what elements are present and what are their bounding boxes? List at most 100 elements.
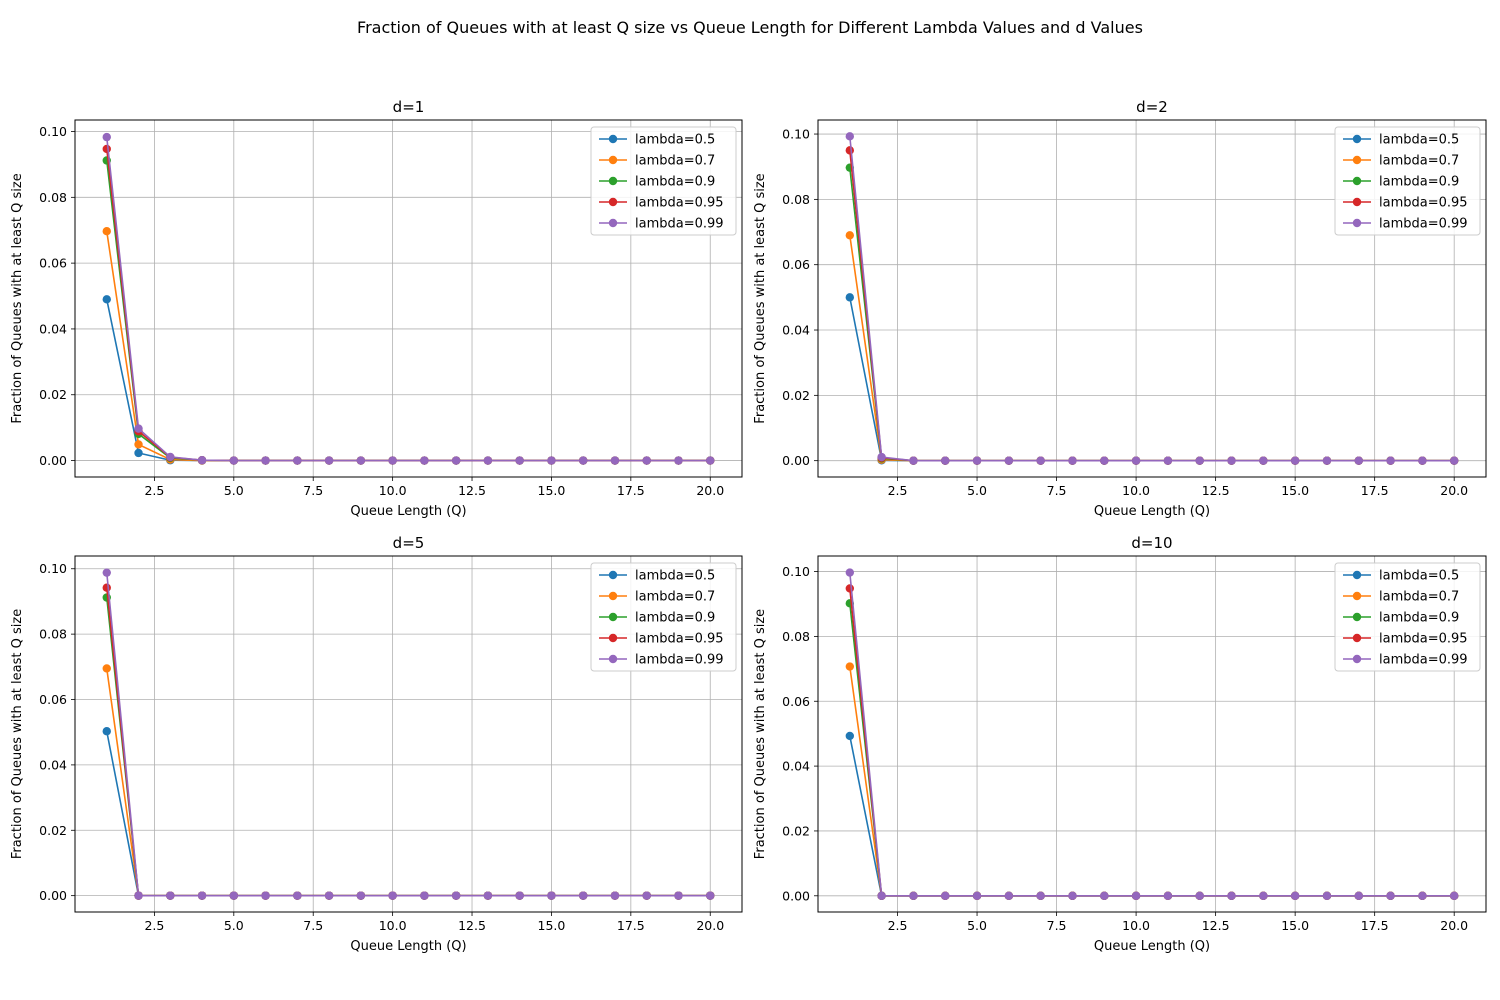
x-tick-label: 12.5 (1202, 918, 1230, 933)
y-tick-label: 0.04 (782, 759, 810, 774)
data-point (1418, 456, 1427, 465)
y-tick-label: 0.06 (39, 256, 67, 271)
y-tick-label: 0.02 (782, 388, 810, 403)
data-point (1259, 891, 1268, 900)
axes-frame (817, 119, 1487, 478)
legend-marker (608, 570, 618, 580)
data-point (845, 231, 855, 240)
legend-marker (1352, 155, 1362, 165)
data-point (293, 456, 302, 465)
data-point (972, 891, 982, 900)
data-point (877, 452, 886, 462)
data-point (1068, 891, 1077, 900)
x-axis-label: Queue Length (Q) (350, 504, 466, 519)
x-tick-label: 12.5 (458, 483, 486, 498)
legend-entry: lambda=0.99 (1379, 217, 1468, 232)
subplot-1: 2.5 5.0 7.5 10.0 12.5 15.0 17.5 20.0 0.00 0.02 0.0… (10, 98, 743, 519)
data-point (1036, 456, 1045, 465)
data-point (102, 583, 111, 592)
legend-entry: lambda=0.5 (635, 569, 715, 584)
data-point (1195, 891, 1204, 900)
legend-entry: lambda=0.95 (1379, 196, 1468, 211)
data-point (515, 891, 524, 900)
data-point (229, 891, 239, 900)
series-line-5 (849, 136, 1455, 462)
legend-marker (1352, 176, 1362, 186)
subplot-title: d=2 (1136, 98, 1168, 116)
y-tick-label: 0.02 (782, 823, 810, 838)
data-point (102, 144, 111, 154)
y-tick-label: 0.00 (39, 453, 67, 468)
data-point (1418, 891, 1427, 900)
y-tick-label: 0.10 (39, 124, 67, 139)
y-tick-label: 0.04 (39, 757, 67, 772)
x-tick-label: 17.5 (1361, 483, 1389, 498)
data-point (642, 456, 651, 465)
data-point (166, 452, 175, 462)
subplot-2: 2.5 5.0 7.5 10.0 12.5 15.0 17.5 20.0 0.00 0.02 0.0… (753, 98, 1487, 519)
data-point (166, 891, 175, 900)
axes-frame (74, 119, 743, 478)
x-tick-label: 12.5 (458, 918, 486, 933)
legend-marker (1352, 197, 1362, 207)
data-point (547, 456, 556, 465)
subplot-4: 2.5 5.0 7.5 10.0 12.5 15.0 17.5 20.0 0.00 0.02 0.0… (753, 534, 1487, 954)
legend-box (1334, 562, 1481, 672)
data-point (102, 227, 111, 236)
legend-entry: lambda=0.5 (1379, 133, 1459, 148)
data-point (706, 456, 715, 465)
data-point (134, 448, 143, 458)
legend-entry: lambda=0.5 (635, 133, 715, 148)
data-point (1100, 891, 1109, 900)
data-point (1386, 456, 1395, 465)
legend-entry: lambda=0.95 (635, 196, 724, 211)
data-point (1004, 456, 1014, 465)
data-point (845, 662, 855, 671)
data-point (261, 456, 270, 465)
data-point (197, 891, 207, 900)
x-tick-label: 17.5 (1361, 918, 1389, 933)
legend-box (1334, 126, 1481, 236)
subplot-title: d=10 (1131, 534, 1172, 552)
legend-marker (608, 633, 618, 643)
legend-marker (1352, 654, 1362, 664)
data-point (1195, 456, 1204, 465)
legend-entry: lambda=0.95 (1379, 632, 1468, 647)
data-point (1290, 456, 1300, 465)
data-point (229, 456, 239, 465)
data-point (1131, 891, 1141, 900)
legend-marker (1352, 612, 1362, 622)
legend-entry: lambda=0.9 (635, 611, 715, 626)
y-tick-label: 0.02 (39, 823, 67, 838)
data-point (1290, 891, 1300, 900)
legend-marker (1352, 591, 1362, 601)
data-point (102, 295, 111, 304)
y-tick-label: 0.10 (782, 127, 810, 142)
x-tick-label: 5.0 (224, 918, 244, 933)
data-point (909, 891, 918, 900)
y-tick-label: 0.08 (39, 627, 67, 642)
legend-marker (608, 591, 618, 601)
axes-frame (74, 555, 743, 913)
series-line-5 (105, 137, 711, 462)
x-tick-label: 15.0 (1281, 918, 1309, 933)
data-point (515, 456, 524, 465)
x-tick-label: 7.5 (1047, 918, 1067, 933)
y-axis-label: Fraction of Queues with at least Q size (753, 609, 768, 859)
data-point (102, 664, 111, 673)
legend-entry: lambda=0.9 (635, 175, 715, 190)
data-point (1227, 891, 1236, 900)
data-point (610, 456, 620, 465)
y-tick-label: 0.06 (782, 694, 810, 709)
legend-marker (608, 134, 618, 144)
y-tick-label: 0.04 (782, 323, 810, 338)
legend-box (590, 126, 737, 236)
data-point (909, 456, 918, 465)
x-axis-label: Queue Length (Q) (1094, 504, 1210, 519)
y-tick-label: 0.08 (39, 190, 67, 205)
legend-marker (608, 176, 618, 186)
data-point (578, 456, 588, 465)
y-tick-label: 0.04 (39, 321, 67, 336)
axes-frame (817, 555, 1487, 913)
